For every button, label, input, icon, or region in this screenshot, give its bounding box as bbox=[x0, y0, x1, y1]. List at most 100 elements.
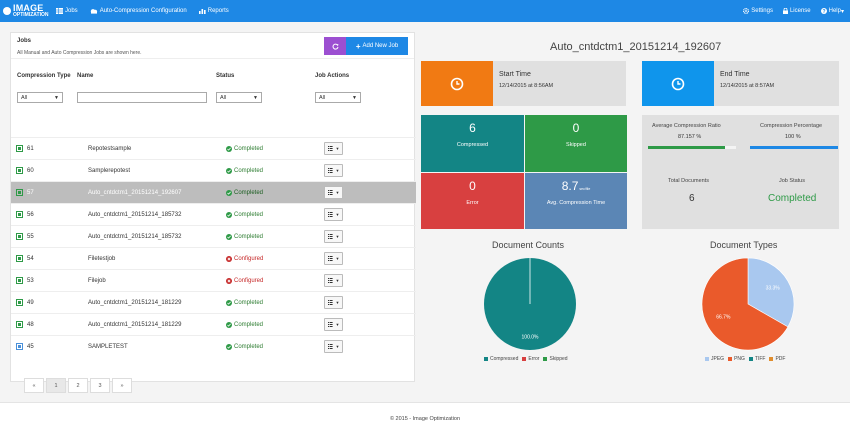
compression-type-icon bbox=[16, 321, 23, 330]
legend-swatch bbox=[728, 357, 733, 361]
page-button[interactable]: 3 bbox=[90, 378, 110, 393]
legend-label: PDF bbox=[775, 356, 786, 362]
col-compression-type[interactable]: Compression Type bbox=[17, 73, 71, 79]
plus-icon: + bbox=[355, 41, 361, 51]
legend-item[interactable]: Skipped bbox=[543, 356, 568, 362]
nav-settings[interactable]: Settings bbox=[743, 8, 773, 14]
job-id: 61 bbox=[27, 146, 34, 152]
brand-icon bbox=[3, 7, 11, 15]
add-new-job-label: Add New Job bbox=[362, 43, 399, 49]
caret-down-icon: ▼ bbox=[54, 94, 59, 101]
pagination: «1 2 3» bbox=[24, 378, 134, 393]
job-name: Auto_cntdctm1_20151214_185732 bbox=[88, 234, 182, 240]
job-actions-button[interactable]: ▼ bbox=[324, 296, 343, 309]
table-row[interactable]: 55 Auto_cntdctm1_20151214_185732 Completed… bbox=[11, 225, 416, 247]
job-actions-button[interactable]: ▼ bbox=[324, 318, 343, 331]
job-id: 55 bbox=[27, 234, 34, 240]
compression-type-icon bbox=[16, 233, 23, 242]
table-row[interactable]: 53 Filejob Configured ▼ bbox=[11, 269, 416, 291]
nav-auto-config[interactable]: Auto-Compression Configuration bbox=[90, 8, 187, 14]
job-actions-button[interactable]: ▼ bbox=[324, 208, 343, 221]
name-filter-input[interactable] bbox=[77, 92, 207, 103]
compression-type-icon bbox=[16, 167, 23, 176]
legend-item[interactable]: Compressed bbox=[484, 356, 518, 362]
job-id: 60 bbox=[27, 168, 34, 174]
table-row[interactable]: 54 Filetestjob Configured ▼ bbox=[11, 247, 416, 269]
question-icon: ? bbox=[820, 8, 827, 14]
legend-label: Skipped bbox=[549, 356, 568, 362]
pie-slice-png[interactable] bbox=[701, 257, 789, 351]
page-button[interactable]: 1 bbox=[46, 378, 66, 393]
document-counts-chart: 100.0% bbox=[484, 258, 576, 350]
check-circle-icon bbox=[226, 212, 232, 218]
nav-help[interactable]: ? Help ▾ bbox=[820, 8, 844, 15]
legend-item[interactable]: PNG bbox=[728, 356, 745, 362]
start-time-icon-box bbox=[421, 61, 493, 106]
caret-down-icon: ▼ bbox=[335, 146, 340, 151]
table-row[interactable]: 48 Auto_cntdctm1_20151214_181229 Completed… bbox=[11, 313, 416, 335]
check-circle-icon bbox=[226, 234, 232, 240]
nav-jobs[interactable]: Jobs bbox=[56, 8, 78, 14]
list-icon bbox=[327, 278, 333, 283]
job-status-text: Completed bbox=[234, 234, 264, 240]
list-icon bbox=[327, 212, 333, 217]
job-status-text: Completed bbox=[234, 344, 264, 350]
col-job-actions[interactable]: Job Actions bbox=[315, 73, 350, 79]
legend-item[interactable]: Error bbox=[522, 356, 539, 362]
table-row[interactable]: 49 Auto_cntdctm1_20151214_181229 Completed… bbox=[11, 291, 416, 313]
col-name[interactable]: Name bbox=[77, 73, 94, 79]
job-actions-button[interactable]: ▼ bbox=[324, 164, 343, 177]
error-circle-icon bbox=[226, 278, 232, 284]
job-status-text: Completed bbox=[234, 190, 264, 196]
legend-swatch bbox=[705, 357, 709, 361]
refresh-button[interactable] bbox=[324, 37, 346, 55]
job-id: 49 bbox=[27, 300, 34, 306]
job-status-label: Job Status bbox=[779, 178, 805, 184]
job-actions-button[interactable]: ▼ bbox=[324, 252, 343, 265]
brand-logo[interactable]: IMAGE OPTIMIZATION bbox=[0, 4, 56, 18]
status-filter-select[interactable]: All ▼ bbox=[216, 92, 262, 103]
error-label: Error bbox=[466, 200, 479, 206]
compressed-label: Compressed bbox=[456, 142, 489, 148]
legend-label: JPEG bbox=[711, 356, 725, 362]
page-footer: © 2015 - Image Optimization bbox=[0, 402, 850, 434]
table-row[interactable]: 56 Auto_cntdctm1_20151214_185732 Completed… bbox=[11, 203, 416, 225]
table-row[interactable]: 60 Samplerepotest Completed ▼ bbox=[11, 159, 416, 181]
nav-reports[interactable]: Reports bbox=[198, 8, 229, 14]
nav-license[interactable]: License bbox=[782, 8, 811, 14]
page-button[interactable]: « bbox=[24, 378, 44, 393]
legend-item[interactable]: JPEG bbox=[705, 356, 724, 362]
page-button[interactable]: 2 bbox=[68, 378, 88, 393]
job-name: Samplerepotest bbox=[88, 168, 131, 174]
add-new-job-button[interactable]: + Add New Job bbox=[346, 37, 408, 55]
table-row[interactable]: 61 Repotestsample Completed ▼ bbox=[11, 137, 416, 159]
job-actions-button[interactable]: ▼ bbox=[324, 142, 343, 155]
job-id: 54 bbox=[27, 256, 34, 262]
job-actions-button[interactable]: ▼ bbox=[324, 340, 343, 353]
page-button[interactable]: » bbox=[112, 378, 132, 393]
col-status[interactable]: Status bbox=[216, 73, 235, 79]
job-actions-button[interactable]: ▼ bbox=[324, 274, 343, 287]
end-time-body: End Time 12/14/2015 at 8:57AM bbox=[714, 61, 839, 106]
table-row[interactable]: 57 Auto_cntdctm1_20151214_192607 Completed… bbox=[11, 181, 416, 203]
job-status: Completed bbox=[226, 234, 263, 240]
legend-item[interactable]: TIFF bbox=[748, 356, 765, 362]
job-status: Configured bbox=[226, 256, 263, 262]
status-filter-value: All bbox=[220, 94, 227, 101]
legend-item[interactable]: PDF bbox=[769, 356, 785, 362]
actions-filter-select[interactable]: All ▼ bbox=[315, 92, 361, 103]
type-filter-select[interactable]: All ▼ bbox=[17, 92, 63, 103]
job-id: 48 bbox=[27, 322, 34, 328]
job-actions-button[interactable]: ▼ bbox=[324, 186, 343, 199]
document-types-title: Document Types bbox=[710, 240, 778, 250]
pie-slice-jpeg[interactable] bbox=[747, 257, 795, 328]
table-row[interactable]: 45 SAMPLETEST Completed ▼ bbox=[11, 335, 416, 357]
compression-type-icon bbox=[16, 145, 23, 154]
avg-ratio-label: Average Compression Ratio bbox=[652, 123, 721, 129]
job-status-value: Completed bbox=[768, 193, 817, 204]
pie-label: 33.3% bbox=[766, 286, 781, 292]
job-actions-button[interactable]: ▼ bbox=[324, 230, 343, 243]
jobs-subtitle: All Manual and Auto Compression Jobs are… bbox=[17, 50, 142, 56]
cloud-icon bbox=[90, 9, 97, 14]
table-icon bbox=[56, 8, 63, 14]
